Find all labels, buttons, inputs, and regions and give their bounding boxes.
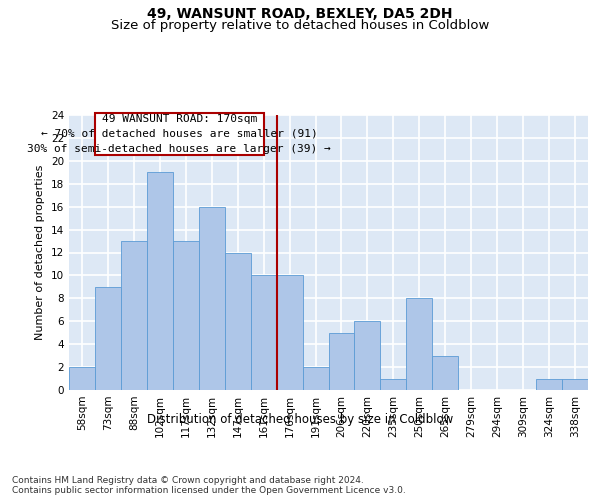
Text: Distribution of detached houses by size in Coldblow: Distribution of detached houses by size … — [147, 412, 453, 426]
Bar — [355, 322, 380, 390]
Bar — [329, 332, 355, 390]
Y-axis label: Number of detached properties: Number of detached properties — [35, 165, 46, 340]
Text: Contains HM Land Registry data © Crown copyright and database right 2024.
Contai: Contains HM Land Registry data © Crown c… — [12, 476, 406, 495]
Text: 49 WANSUNT ROAD: 170sqm
← 70% of detached houses are smaller (91)
30% of semi-de: 49 WANSUNT ROAD: 170sqm ← 70% of detache… — [28, 114, 331, 154]
Bar — [199, 206, 224, 390]
Bar — [302, 367, 329, 390]
Bar — [225, 252, 251, 390]
Bar — [562, 378, 588, 390]
Text: 49, WANSUNT ROAD, BEXLEY, DA5 2DH: 49, WANSUNT ROAD, BEXLEY, DA5 2DH — [147, 8, 453, 22]
Bar — [277, 276, 302, 390]
Bar — [173, 241, 199, 390]
Bar — [121, 241, 147, 390]
Bar — [536, 378, 562, 390]
Text: Size of property relative to detached houses in Coldblow: Size of property relative to detached ho… — [111, 18, 489, 32]
Bar — [406, 298, 432, 390]
Bar — [147, 172, 173, 390]
FancyBboxPatch shape — [95, 112, 263, 155]
Bar — [95, 287, 121, 390]
Bar — [251, 276, 277, 390]
Bar — [380, 378, 406, 390]
Bar — [433, 356, 458, 390]
Bar — [69, 367, 95, 390]
